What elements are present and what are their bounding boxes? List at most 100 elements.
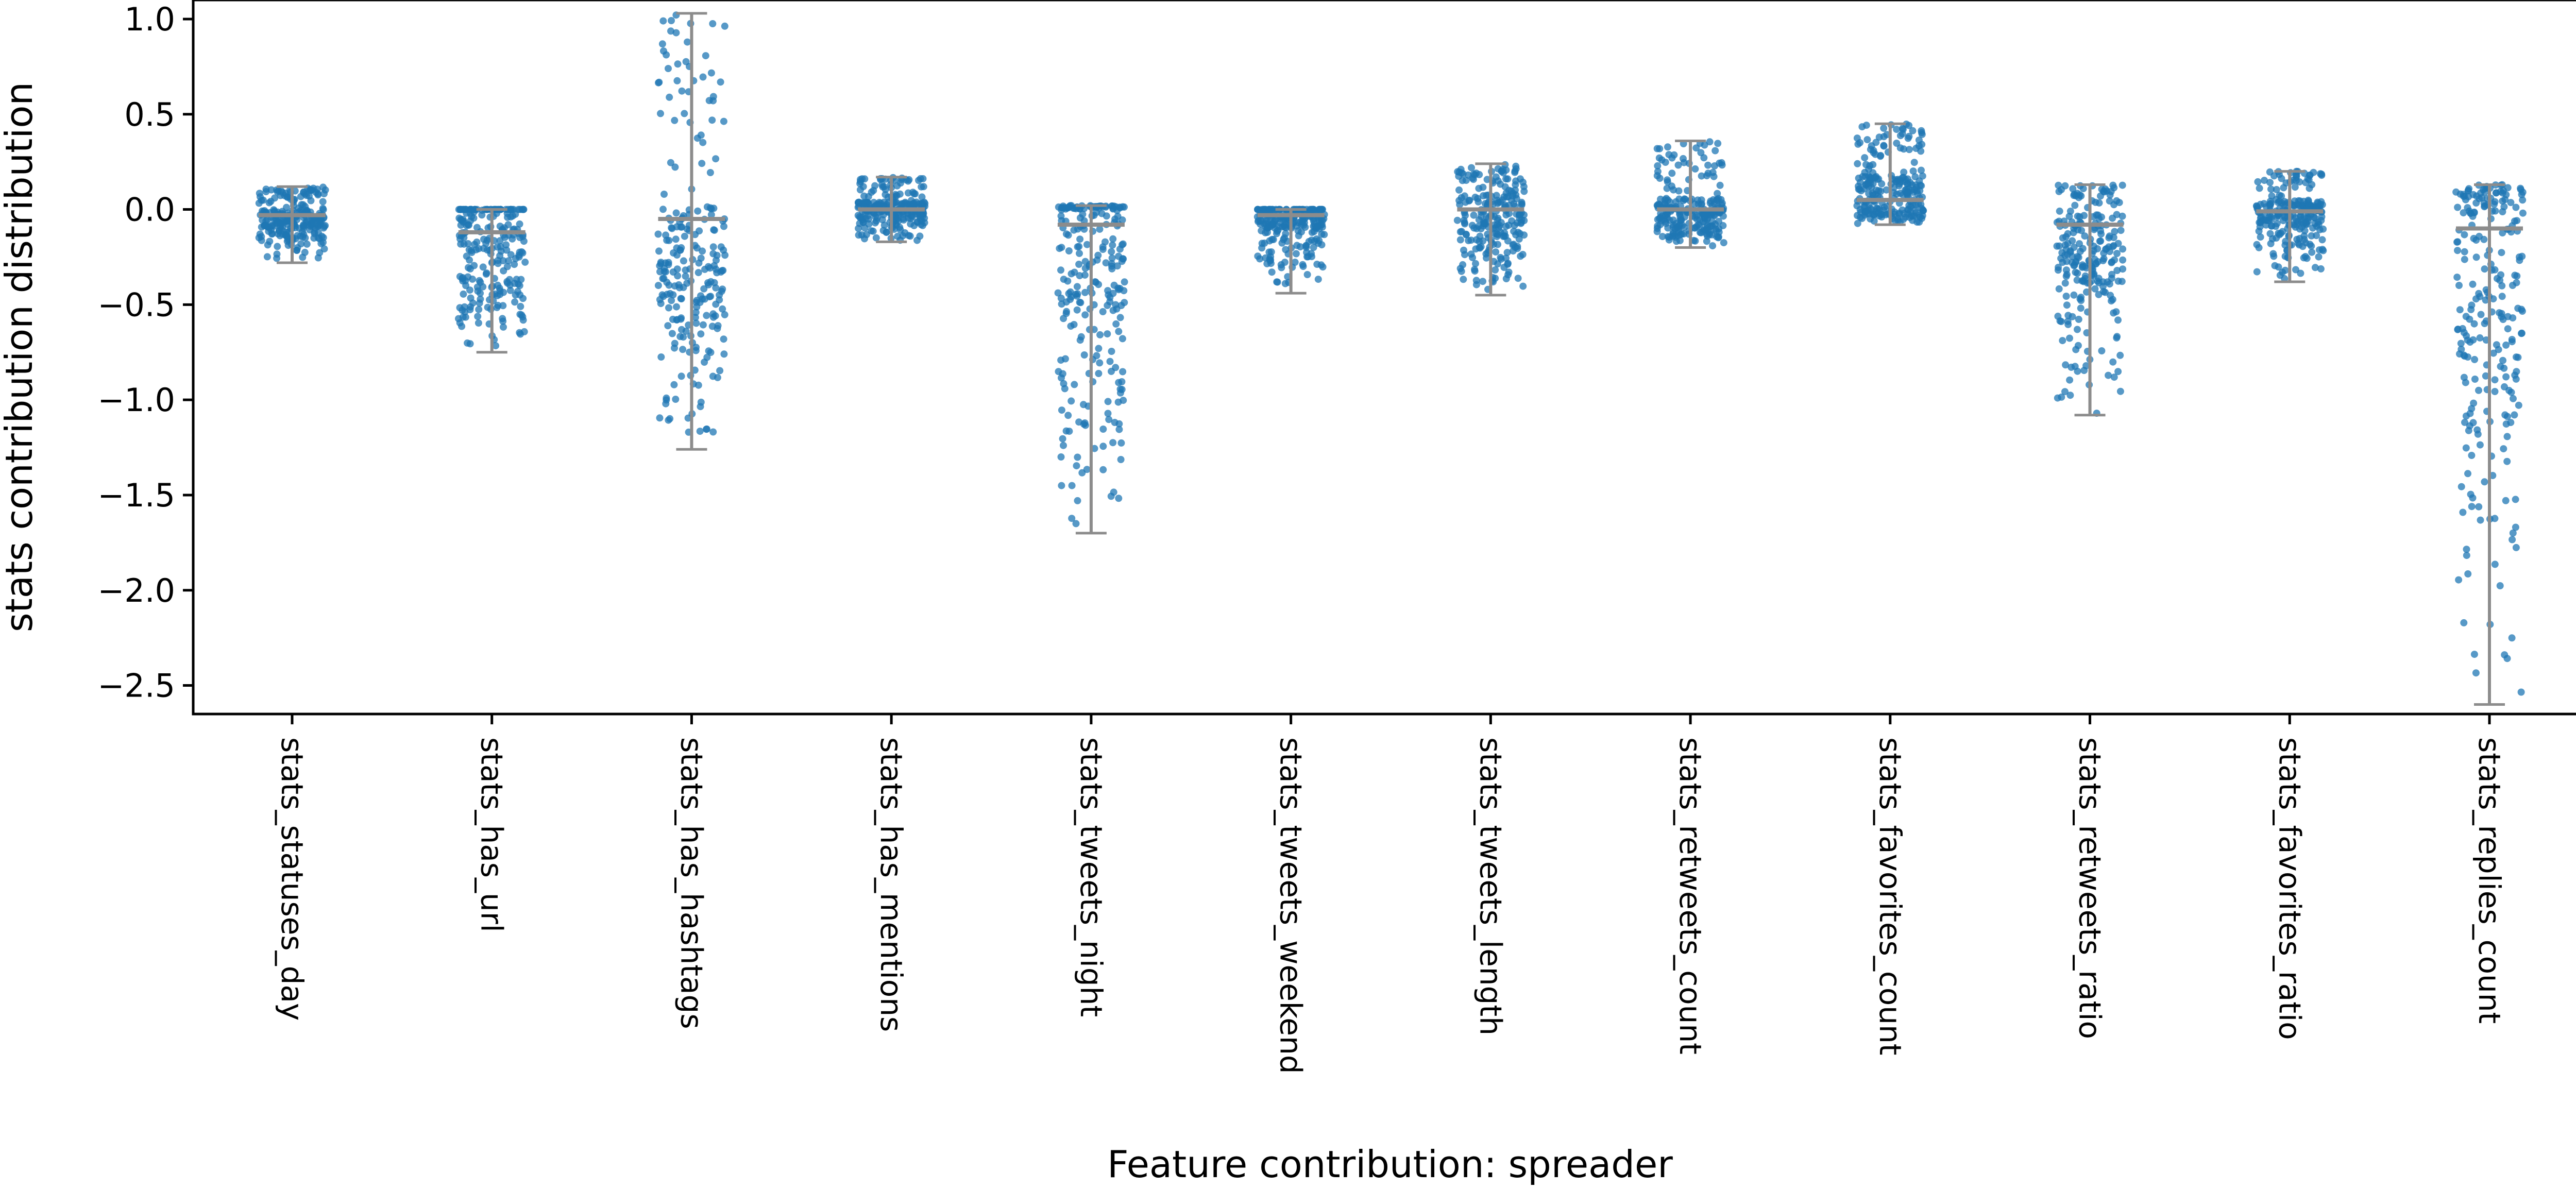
data-point [1099, 308, 1107, 315]
data-point [2519, 209, 2527, 217]
data-point [1900, 168, 1908, 176]
data-point [519, 295, 527, 302]
data-point [1076, 298, 1083, 306]
data-point [1862, 122, 1870, 129]
data-point [654, 282, 662, 290]
data-point [665, 304, 672, 312]
data-point [2453, 274, 2461, 281]
data-point [672, 396, 680, 403]
data-point [721, 311, 728, 318]
data-point [721, 251, 729, 259]
data-point [1493, 192, 1500, 199]
data-point [302, 192, 310, 199]
data-point [2069, 313, 2076, 320]
data-point [719, 305, 726, 313]
data-point [499, 315, 506, 322]
data-point [1904, 210, 1911, 218]
data-point [1696, 222, 1703, 230]
data-point [1310, 244, 1317, 251]
data-point [682, 266, 689, 274]
data-point [2281, 275, 2289, 282]
data-point [262, 217, 270, 225]
data-point [2064, 317, 2072, 325]
data-point [1102, 259, 1110, 267]
data-point [672, 235, 680, 243]
data-point [682, 273, 689, 280]
data-point [1119, 240, 1127, 248]
data-point [1854, 219, 1861, 227]
data-point [1057, 266, 1064, 274]
data-point [2518, 329, 2526, 337]
data-point [692, 344, 700, 351]
data-point [865, 220, 873, 228]
data-point [1655, 154, 1663, 162]
data-point [1896, 132, 1904, 140]
data-point [1080, 401, 1087, 409]
data-point [499, 257, 507, 265]
data-point [505, 257, 512, 265]
data-point [2118, 278, 2126, 285]
data-point [693, 244, 701, 252]
data-point [1110, 281, 1118, 289]
data-point [1095, 345, 1103, 352]
data-point [516, 220, 523, 228]
data-point [2109, 243, 2117, 250]
data-point [719, 285, 726, 293]
data-point [2498, 293, 2506, 300]
data-point [1469, 176, 1477, 183]
data-point [2280, 184, 2287, 192]
data-point [1865, 190, 1873, 197]
data-point [1075, 261, 1083, 268]
data-point [1715, 233, 1722, 241]
data-point [2065, 213, 2073, 220]
data-point [1492, 266, 1499, 274]
data-point [708, 116, 716, 124]
data-point [668, 330, 676, 337]
data-point [2455, 576, 2463, 584]
data-point [1093, 209, 1100, 216]
data-point [2479, 186, 2487, 194]
data-point [1502, 175, 1510, 183]
data-point [2504, 184, 2512, 192]
data-point [1518, 200, 1526, 208]
points-layer [255, 11, 2527, 696]
x-tick-label: stats_retweets_ratio [2073, 737, 2108, 1039]
data-point [1913, 190, 1921, 198]
data-point [1318, 241, 1326, 249]
data-point [1917, 213, 1924, 221]
data-point [2455, 282, 2463, 289]
data-point [1511, 222, 1518, 229]
data-point [1918, 141, 1926, 148]
data-point [1894, 217, 1902, 225]
data-point [1857, 209, 1865, 216]
data-point [879, 183, 887, 191]
data-point [707, 211, 715, 218]
data-point [2297, 213, 2304, 220]
data-point [2105, 371, 2112, 379]
data-point [2072, 346, 2080, 353]
data-point [2072, 192, 2080, 199]
data-point [1094, 251, 1102, 259]
data-point [1117, 302, 1125, 309]
data-point [1654, 167, 1662, 175]
data-point [1461, 192, 1468, 200]
data-point [516, 282, 523, 290]
data-point [1472, 245, 1480, 253]
data-point [1505, 222, 1513, 229]
data-point [1263, 217, 1271, 225]
data-point [477, 279, 484, 286]
data-point [1904, 134, 1912, 142]
data-point [2513, 272, 2521, 280]
data-point [2072, 259, 2079, 266]
data-point [1093, 352, 1100, 360]
data-point [1501, 201, 1509, 209]
data-point [1109, 235, 1117, 243]
data-point [1099, 243, 1107, 251]
data-point [2314, 218, 2322, 226]
data-point [1709, 242, 1717, 250]
data-point [1076, 235, 1084, 243]
data-point [1706, 138, 1714, 146]
data-point [2062, 293, 2070, 300]
data-point [462, 313, 469, 321]
data-point [1072, 520, 1080, 528]
